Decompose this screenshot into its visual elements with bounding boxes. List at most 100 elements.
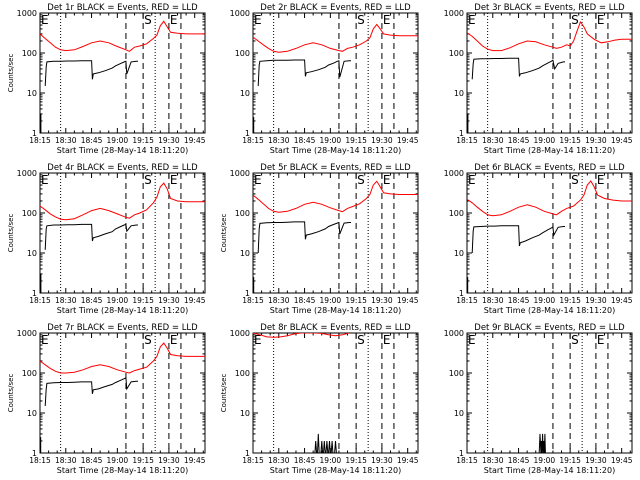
- marker-label: E: [254, 13, 262, 27]
- x-tick-label: 19:00: [107, 136, 129, 145]
- x-tick-label: 18:15: [29, 456, 51, 465]
- marker-label: E: [383, 13, 391, 27]
- x-tick-label: 19:15: [345, 456, 367, 465]
- x-tick-label: 18:15: [29, 136, 51, 145]
- y-tick-label: 10: [240, 249, 250, 258]
- plot-frame: [39, 12, 206, 134]
- x-axis-label: Start Time (28-May-14 18:11:20): [270, 146, 401, 155]
- y-tick-label: 1: [459, 289, 464, 298]
- marker-label: S: [144, 13, 152, 27]
- y-tick-label: 100: [235, 369, 250, 378]
- events-series-line: [253, 59, 351, 133]
- x-tick-label: 18:45: [81, 136, 103, 145]
- y-tick-label: 10: [27, 89, 37, 98]
- detector-panel: Det 4r BLACK = Events, RED = LLD Start Ti…: [7, 163, 206, 315]
- marker-label: E: [254, 333, 262, 347]
- x-tick-label: 19:15: [132, 136, 154, 145]
- marker-label: E: [597, 13, 605, 27]
- events-series-line: [538, 433, 547, 453]
- y-tick-label: 100: [235, 209, 250, 218]
- y-tick-label: 100: [449, 209, 464, 218]
- panel-title: Det 3r BLACK = Events, RED = LLD: [474, 3, 625, 13]
- lld-series-line: [253, 333, 350, 338]
- x-tick-label: 18:45: [81, 456, 103, 465]
- marker-label: E: [170, 173, 178, 187]
- x-tick-label: 19:45: [184, 296, 206, 305]
- x-tick-label: 18:15: [242, 296, 264, 305]
- plot-frame: [466, 12, 633, 134]
- marker-label: E: [468, 13, 476, 27]
- plot-frame: [252, 12, 419, 134]
- y-tick-label: 10: [454, 409, 464, 418]
- x-tick-label: 19:45: [611, 456, 633, 465]
- detector-panel: Det 2r BLACK = Events, RED = LLD Start Ti…: [230, 3, 419, 155]
- y-tick-label: 10: [27, 409, 37, 418]
- x-axis-label: Start Time (28-May-14 18:11:20): [270, 306, 401, 315]
- x-tick-label: 19:15: [132, 296, 154, 305]
- lld-series-line: [40, 182, 205, 221]
- x-tick-label: 19:00: [320, 136, 342, 145]
- y-axis-label: Counts/sec: [7, 54, 15, 93]
- x-tick-label: 19:15: [559, 456, 581, 465]
- y-tick-label: 1000: [230, 329, 250, 338]
- x-tick-label: 19:45: [611, 296, 633, 305]
- y-tick-label: 1000: [444, 9, 464, 18]
- plot-frame: [39, 332, 206, 454]
- y-tick-label: 10: [454, 89, 464, 98]
- marker-label: E: [468, 173, 476, 187]
- lld-series-line: [253, 23, 418, 53]
- y-tick-label: 100: [449, 369, 464, 378]
- detector-panel: Det 8r BLACK = Events, RED = LLD Start Ti…: [220, 323, 419, 475]
- x-tick-label: 18:45: [508, 456, 530, 465]
- x-tick-label: 18:45: [508, 136, 530, 145]
- x-tick-label: 18:15: [29, 296, 51, 305]
- x-tick-label: 18:15: [456, 456, 478, 465]
- y-tick-label: 10: [240, 409, 250, 418]
- x-tick-label: 18:30: [55, 296, 77, 305]
- x-tick-label: 19:30: [158, 136, 180, 145]
- lld-series-line: [40, 20, 205, 52]
- panel-title: Det 7r BLACK = Events, RED = LLD: [47, 323, 198, 333]
- marker-label: E: [597, 333, 605, 347]
- x-tick-label: 19:15: [559, 136, 581, 145]
- y-tick-label: 1: [32, 289, 37, 298]
- x-tick-label: 19:45: [397, 456, 419, 465]
- detector-panel: Det 6r BLACK = Events, RED = LLD Start Ti…: [444, 163, 633, 315]
- x-axis-label: Start Time (28-May-14 18:11:20): [57, 466, 188, 475]
- events-series-line: [314, 433, 339, 453]
- x-tick-label: 19:30: [585, 296, 607, 305]
- x-tick-label: 18:45: [508, 296, 530, 305]
- lld-series-line: [40, 342, 205, 374]
- x-tick-label: 19:15: [559, 296, 581, 305]
- y-tick-label: 1: [245, 129, 250, 138]
- marker-label: S: [144, 333, 152, 347]
- x-tick-label: 19:00: [320, 456, 342, 465]
- y-tick-label: 100: [22, 369, 37, 378]
- y-tick-label: 1000: [17, 9, 37, 18]
- events-series-line: [40, 377, 138, 453]
- x-tick-label: 19:00: [107, 296, 129, 305]
- x-tick-label: 19:00: [534, 296, 556, 305]
- events-series-line: [467, 225, 565, 293]
- x-tick-label: 18:30: [268, 456, 290, 465]
- x-tick-label: 19:00: [534, 456, 556, 465]
- marker-label: S: [571, 173, 579, 187]
- events-series-line: [40, 60, 138, 133]
- y-tick-label: 10: [240, 89, 250, 98]
- y-tick-label: 1: [32, 449, 37, 458]
- plot-frame: [466, 172, 633, 294]
- marker-label: S: [571, 333, 579, 347]
- x-axis-label: Start Time (28-May-14 18:11:20): [484, 146, 615, 155]
- y-tick-label: 1: [245, 289, 250, 298]
- y-axis-label: Counts/sec: [7, 374, 15, 413]
- x-axis-label: Start Time (28-May-14 18:11:20): [484, 466, 615, 475]
- x-tick-label: 19:45: [611, 136, 633, 145]
- x-tick-label: 18:30: [55, 136, 77, 145]
- x-tick-label: 19:30: [371, 456, 393, 465]
- x-tick-label: 18:45: [294, 456, 316, 465]
- marker-label: E: [41, 333, 49, 347]
- lld-series-line: [467, 20, 632, 52]
- x-tick-label: 19:15: [345, 136, 367, 145]
- marker-label: E: [41, 173, 49, 187]
